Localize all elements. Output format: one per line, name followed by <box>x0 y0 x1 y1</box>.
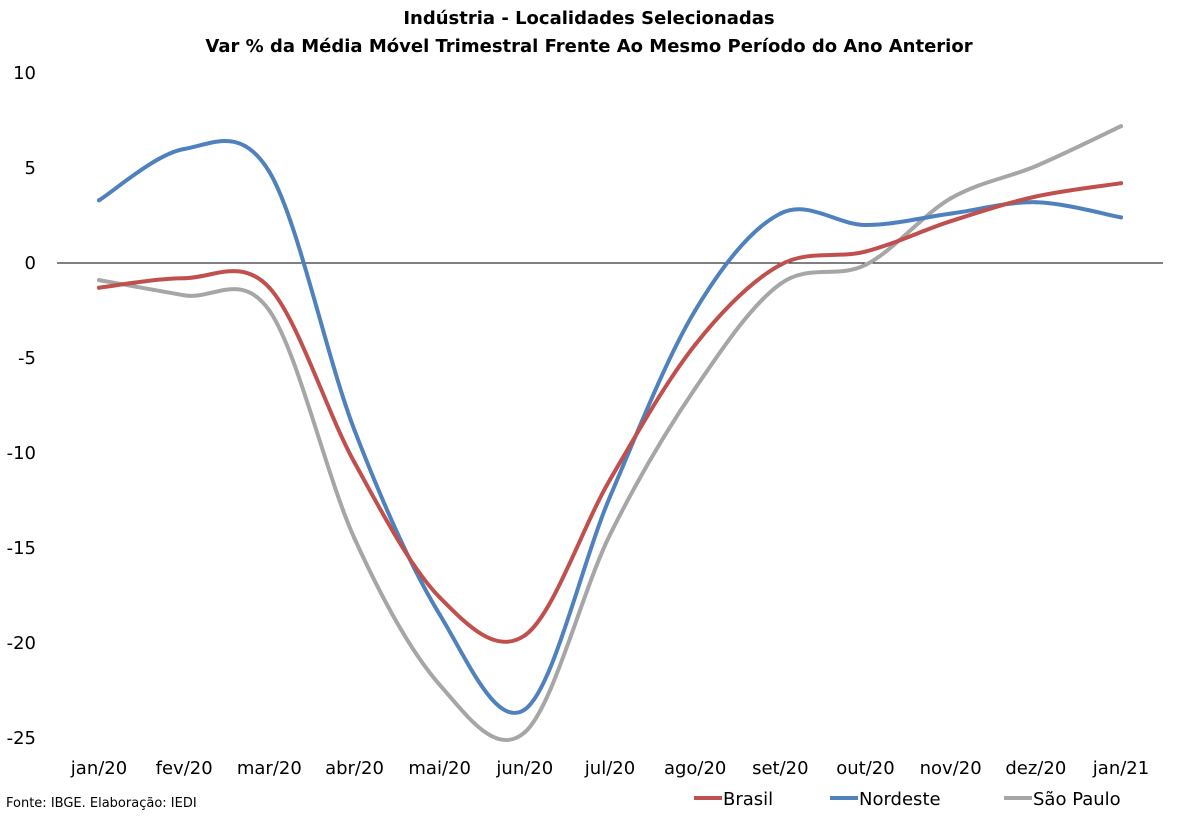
x-tick-label: nov/20 <box>920 758 982 779</box>
x-tick-label: jan/20 <box>70 758 127 779</box>
data-point-nordeste <box>693 308 698 313</box>
data-point-sao-paulo <box>693 386 698 391</box>
data-point-sao-paulo <box>97 278 101 283</box>
data-point-brasil <box>1119 181 1123 186</box>
data-point-brasil <box>608 477 612 482</box>
data-point-sao-paulo <box>948 196 953 201</box>
x-tick-label: out/20 <box>836 758 894 779</box>
y-tick-label: 0 <box>25 253 36 274</box>
y-tick-label: -10 <box>7 443 36 464</box>
data-point-nordeste <box>352 428 357 433</box>
chart-title-block: Indústria - Localidades Selecionadas Var… <box>0 5 1178 61</box>
legend-label-sao-paulo: São Paulo <box>1033 789 1121 810</box>
legend-label-brasil: Brasil <box>723 789 773 810</box>
data-point-nordeste <box>948 211 953 216</box>
data-point-nordeste <box>522 707 527 712</box>
y-tick-label: -15 <box>7 538 36 559</box>
x-tick-label: jun/20 <box>495 758 553 779</box>
series-line-sao-paulo <box>97 124 1123 742</box>
chart-title: Indústria - Localidades Selecionadas <box>403 8 775 29</box>
legend-label-nordeste: Nordeste <box>859 789 941 810</box>
data-point-brasil <box>267 285 272 290</box>
x-tick-label: dez/20 <box>1005 758 1066 779</box>
y-tick-label: 10 <box>13 63 36 84</box>
y-tick-label: -25 <box>7 728 36 749</box>
x-tick-label: fev/20 <box>156 758 213 779</box>
data-point-sao-paulo <box>182 293 187 298</box>
y-tick-label: 5 <box>25 158 36 179</box>
data-point-brasil <box>863 249 868 254</box>
data-point-nordeste <box>267 169 272 174</box>
data-point-brasil <box>693 342 698 347</box>
data-point-sao-paulo <box>778 281 783 286</box>
data-point-brasil <box>522 633 527 638</box>
data-point-sao-paulo <box>1119 124 1123 129</box>
chart-subtitle: Var % da Média Móvel Trimestral Frente A… <box>205 36 973 57</box>
x-tick-label: ago/20 <box>664 758 726 779</box>
y-tick-label: -5 <box>18 348 36 369</box>
data-point-sao-paulo <box>1033 164 1038 169</box>
data-point-sao-paulo <box>437 682 442 687</box>
x-tick-label: mai/20 <box>408 758 471 779</box>
x-tick-label: jan/21 <box>1092 758 1149 779</box>
data-point-brasil <box>437 595 442 600</box>
series-line-nordeste <box>97 139 1123 715</box>
data-point-sao-paulo <box>352 536 357 541</box>
y-tick-label: -20 <box>7 633 36 654</box>
data-point-sao-paulo <box>608 532 612 537</box>
data-point-sao-paulo <box>267 308 272 313</box>
data-point-nordeste <box>97 198 101 203</box>
data-point-brasil <box>97 285 101 290</box>
data-point-sao-paulo <box>863 262 868 267</box>
data-point-nordeste <box>437 612 442 617</box>
data-point-brasil <box>352 460 357 465</box>
data-point-brasil <box>778 262 783 267</box>
data-point-nordeste <box>1119 215 1123 220</box>
x-tick-label: abr/20 <box>325 758 384 779</box>
x-tick-label: mar/20 <box>237 758 302 779</box>
series-line-brasil <box>97 181 1123 644</box>
x-tick-label: jul/20 <box>584 758 635 779</box>
data-point-brasil <box>182 276 187 281</box>
data-point-brasil <box>1033 194 1038 199</box>
data-point-nordeste <box>608 494 612 499</box>
data-point-nordeste <box>1033 200 1038 205</box>
data-point-nordeste <box>182 147 187 151</box>
data-point-nordeste <box>863 223 868 227</box>
data-point-sao-paulo <box>522 730 527 735</box>
source-note: Fonte: IBGE. Elaboração: IEDI <box>6 796 197 811</box>
x-tick-label: set/20 <box>752 758 808 779</box>
data-point-nordeste <box>778 211 783 216</box>
data-point-brasil <box>948 219 953 224</box>
